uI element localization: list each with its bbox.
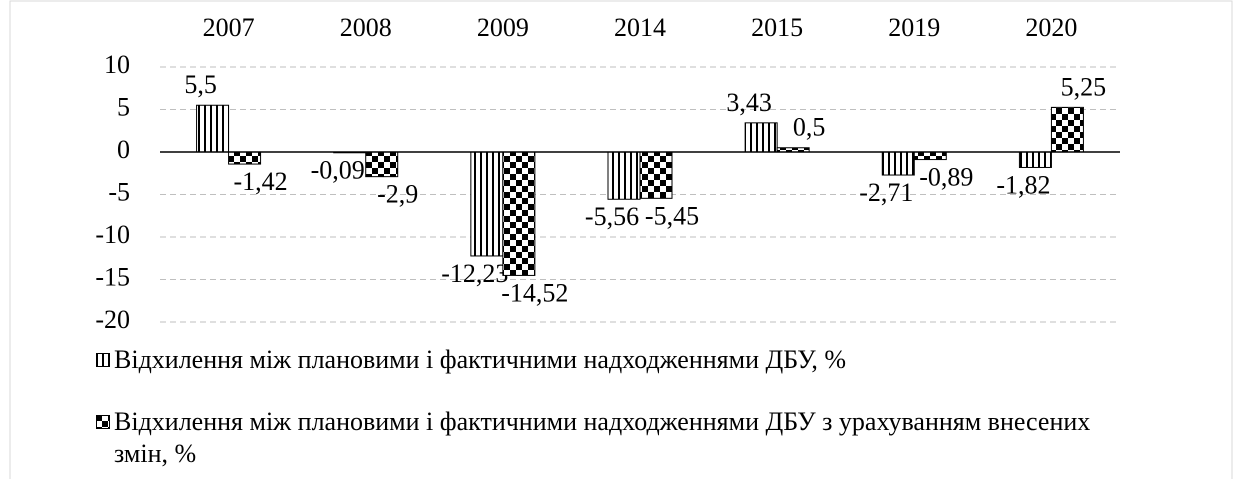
bar [881, 151, 915, 176]
x-tick-label: 2007 [203, 13, 255, 42]
value-label: 5,5 [184, 70, 217, 99]
value-label: -5,56 [585, 202, 639, 231]
x-tick-label: 2015 [751, 13, 803, 42]
value-label: -1,82 [996, 170, 1050, 199]
value-label: 0,5 [793, 113, 826, 142]
legend-label: Відхилення між плановими і фактичними на… [114, 345, 847, 374]
bar [196, 104, 230, 153]
y-tick-label: -15 [95, 262, 130, 291]
x-tick-label: 2020 [1025, 13, 1077, 42]
x-tick-label: 2014 [614, 13, 666, 42]
value-label: 3,43 [726, 88, 772, 117]
bar [365, 151, 399, 178]
value-label: -0,09 [311, 156, 365, 185]
y-tick-label: -20 [95, 305, 130, 334]
bar [502, 151, 536, 276]
legend-entry: Відхилення між плановими і фактичними на… [96, 406, 1116, 470]
value-label: -14,52 [501, 278, 568, 307]
x-tick-label: 2009 [477, 13, 529, 42]
x-tick-label: 2008 [340, 13, 392, 42]
value-label: -1,42 [233, 167, 287, 196]
value-label: 5,25 [1061, 72, 1107, 101]
y-tick-label: -5 [108, 177, 130, 206]
bar [1018, 151, 1052, 168]
legend-entry: Відхилення між плановими і фактичними на… [96, 344, 1116, 376]
value-label: -12,23 [441, 259, 508, 288]
bar [228, 151, 262, 165]
y-tick-label: 0 [117, 135, 130, 164]
bar [744, 122, 778, 153]
bar [470, 151, 504, 257]
value-label: -0,89 [919, 163, 973, 192]
value-label: -2,9 [377, 180, 418, 209]
legend-swatch [96, 415, 110, 429]
bar [1050, 106, 1084, 153]
bar [913, 151, 947, 161]
value-label: -5,45 [645, 201, 699, 230]
value-label: -2,71 [859, 178, 913, 207]
x-tick-label: 2019 [888, 13, 940, 42]
bar [607, 151, 641, 200]
chart-border [9, 0, 1233, 479]
y-tick-label: 5 [117, 92, 130, 121]
bar [639, 151, 673, 199]
y-tick-label: -10 [95, 220, 130, 249]
y-tick-label: 10 [104, 50, 130, 79]
legend-swatch [96, 353, 110, 367]
legend-label: Відхилення між плановими і фактичними на… [114, 407, 1091, 468]
